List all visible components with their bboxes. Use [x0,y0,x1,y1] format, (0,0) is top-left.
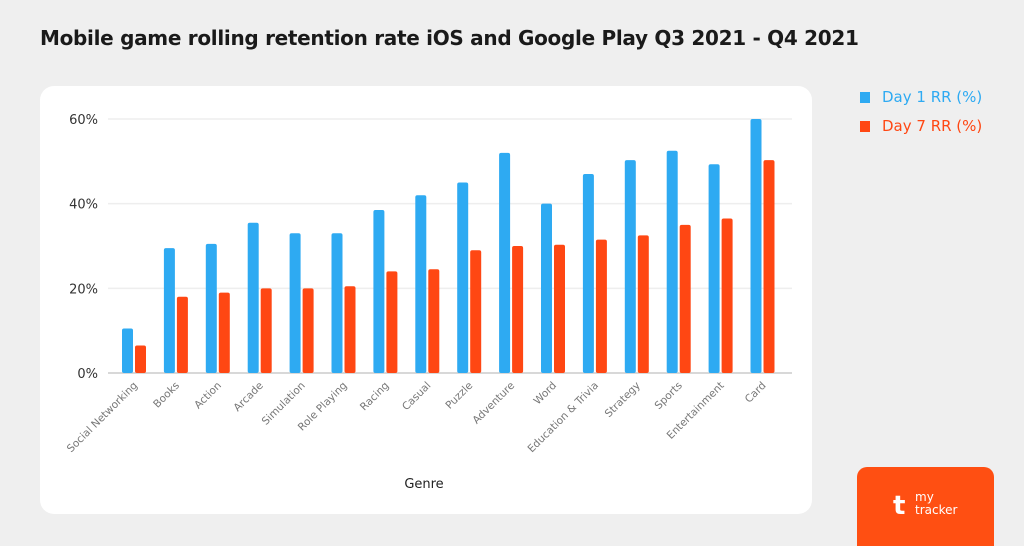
x-tick-label: Racing [358,380,392,414]
y-tick-label: 60% [69,113,98,128]
bar-day1 [541,203,552,373]
logo-wordmark: my tracker [915,490,958,517]
x-tick-label: Education & Trivia [525,380,601,456]
mytracker-logo: t my tracker [857,467,994,546]
y-tick-label: 0% [77,367,98,382]
bar-day7 [428,269,440,373]
bar-day1 [457,182,469,373]
bar-day7 [386,271,398,373]
bar-day1 [331,233,343,373]
bar-day1 [289,233,301,373]
x-tick-label: Action [192,380,224,412]
legend-swatch-day1 [860,92,870,103]
bar-day7 [721,218,733,373]
bar-day7 [637,235,649,373]
y-tick-label: 40% [69,198,98,213]
x-tick-label: Social Networking [65,380,140,455]
bar-day1 [247,222,259,373]
bar-day7 [260,288,272,373]
legend-item-day7: Day 7 RR (%) [860,117,982,135]
logo-mark-icon: t [893,491,906,521]
bar-day1 [163,248,175,373]
bar-day7 [763,160,775,373]
bar-day1 [205,243,217,373]
legend-label-day7: Day 7 RR (%) [882,117,983,135]
bar-day1 [582,174,594,373]
bar-day1 [666,150,678,373]
x-tick-label: Sports [653,380,685,412]
bar-day7 [554,244,565,373]
x-tick-label: Card [743,380,769,406]
legend-label-day1: Day 1 RR (%) [882,88,983,106]
bar-day7 [512,246,524,373]
bar-day7 [218,292,230,373]
bar-day1 [708,164,720,373]
x-tick-label: Puzzle [443,380,475,412]
bar-day1 [750,119,762,373]
x-axis-title: Genre [404,477,443,492]
bar-day7 [176,296,188,373]
bar-day7 [135,345,146,373]
bar-day7 [595,239,607,373]
bar-day1 [624,160,636,373]
legend-swatch-day7 [860,121,870,132]
bar-day7 [344,286,356,373]
x-tick-label: Word [532,380,560,408]
x-tick-label: Casual [400,380,433,413]
bar-day1 [499,152,511,373]
bar-day1 [415,195,427,373]
bar-day1 [373,210,385,373]
x-tick-label: Strategy [603,380,643,420]
bar-day1 [122,328,133,373]
bar-day7 [679,224,691,373]
legend-item-day1: Day 1 RR (%) [860,88,982,106]
bar-day7 [302,288,314,373]
x-tick-label: Books [151,380,182,411]
x-tick-label: Adventure [470,380,517,427]
chart-title: Mobile game rolling retention rate iOS a… [40,26,859,50]
x-tick-label: Arcade [231,380,265,414]
bar-day7 [470,250,482,373]
y-tick-label: 20% [69,282,98,297]
